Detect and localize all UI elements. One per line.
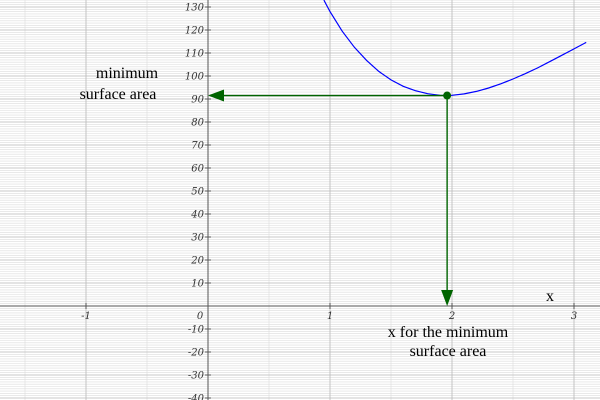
minimum-area-label-line2: surface area: [80, 86, 157, 103]
y-tick-label: 50: [191, 187, 204, 198]
y-tick-label: -30: [188, 371, 205, 382]
y-tick-label: 10: [191, 279, 204, 290]
x-tick-label: 0: [197, 311, 204, 322]
minimum-area-arrowhead: [208, 89, 224, 102]
y-tick-labels: -40 -30 -20 -10 10 20 30 40 50 60 70 80 90 100 110 120 1…: [185, 3, 205, 400]
y-tick-label: 20: [190, 256, 204, 267]
y-tick-label: -20: [188, 348, 205, 359]
y-tick-label: 40: [190, 210, 204, 221]
y-tick-label: 120: [185, 26, 205, 37]
surface-area-curve: [323, 0, 587, 97]
y-tick-label: 130: [185, 3, 205, 14]
minimum-area-label-line1: minimum: [96, 65, 159, 82]
series-layer: [323, 0, 587, 97]
minimum-guides: [208, 89, 454, 306]
x-tick-label: 3: [571, 311, 577, 322]
x-minimum-label-line2: surface area: [410, 343, 487, 360]
x-tick-labels: -1 0 1 2 3: [81, 311, 577, 322]
x-minimum-arrowhead: [441, 290, 454, 306]
x-tick-label: -1: [81, 311, 91, 322]
x-tick-label: 1: [327, 311, 333, 322]
y-tick-label: 110: [185, 49, 205, 60]
x-minimum-label-line1: x for the minimum: [388, 324, 509, 341]
y-tick-label: 30: [191, 233, 204, 244]
y-tick-label: 70: [191, 141, 204, 152]
x-tick-label: 2: [448, 311, 455, 322]
y-tick-label: 80: [191, 118, 204, 129]
y-tick-label: 90: [191, 95, 204, 106]
x-axis-label: x: [546, 288, 554, 305]
y-tick-label: -40: [188, 394, 205, 400]
y-tick-label: 60: [191, 164, 204, 175]
y-tick-label: 100: [185, 72, 205, 83]
y-tick-label: -10: [188, 325, 205, 336]
minimum-point: [443, 91, 452, 100]
